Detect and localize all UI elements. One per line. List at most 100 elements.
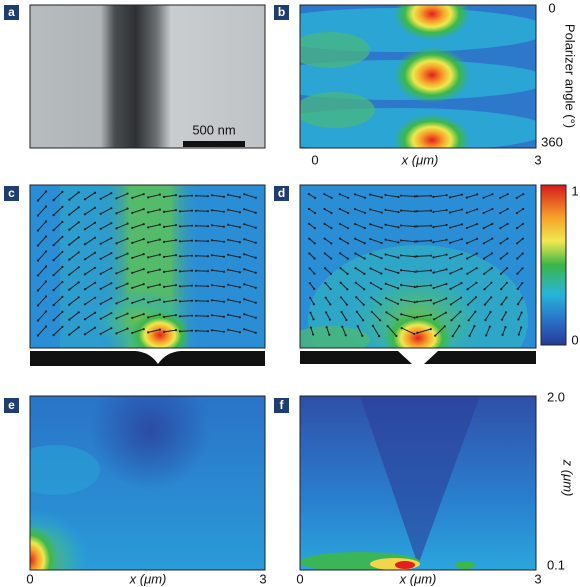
arrow-head	[369, 252, 372, 255]
arrow-head	[83, 258, 87, 261]
x-tick-label: 0	[296, 571, 303, 586]
arrow-head	[384, 193, 387, 197]
polarization-arrow	[116, 253, 128, 259]
polarization-arrow	[100, 267, 112, 275]
arrow-head	[243, 208, 246, 211]
arrow-head	[222, 225, 226, 228]
polarization-arrow	[434, 325, 446, 337]
polarization-arrow	[324, 193, 332, 199]
arrow-head	[400, 313, 403, 316]
polarization-arrow	[244, 223, 256, 229]
polarization-arrow	[325, 297, 331, 305]
arrow-head	[174, 284, 178, 287]
polarization-arrow	[244, 313, 256, 319]
polarization-arrow	[401, 313, 415, 319]
arrow-head	[254, 271, 257, 274]
arrow-head	[174, 254, 178, 257]
arrow-head	[68, 228, 71, 231]
arrow-head	[162, 300, 166, 303]
arrow-head	[238, 241, 241, 244]
arrow-head	[445, 253, 448, 256]
arrow-head	[521, 222, 525, 225]
polarization-arrow	[163, 239, 177, 243]
arrow-head	[468, 334, 471, 337]
arrow-head	[178, 330, 182, 333]
polarization-arrow	[483, 223, 493, 229]
arrow-head	[99, 332, 102, 335]
polarization-arrow	[401, 210, 415, 212]
arrow-head	[400, 298, 403, 301]
arrow-head	[68, 303, 71, 306]
polarization-arrow	[355, 267, 365, 275]
arrow-head	[354, 267, 357, 270]
arrow-head	[380, 196, 383, 199]
polarization-arrow	[211, 239, 225, 243]
polarization-arrow	[450, 268, 462, 274]
arrow-head	[328, 318, 331, 321]
polarization-arrow	[417, 299, 431, 303]
arrow-head	[238, 331, 241, 334]
arrow-head	[415, 195, 419, 198]
arrow-head	[147, 286, 150, 289]
arrow-head	[415, 255, 419, 258]
colorbar	[540, 184, 567, 346]
arrow-head	[353, 193, 357, 196]
polarization-arrow	[354, 223, 366, 229]
arrow-head	[147, 331, 150, 334]
x-axis-title: x (μm)	[129, 571, 167, 586]
polarization-arrow	[354, 193, 366, 199]
arrow-head	[68, 288, 71, 291]
arrow-head	[445, 282, 448, 286]
arrow-head	[83, 303, 87, 306]
arrow-head	[499, 242, 502, 245]
arrow-head	[330, 211, 333, 215]
arrow-head	[131, 316, 134, 319]
arrow-head	[142, 208, 145, 211]
arrow-head	[449, 241, 452, 244]
polarization-arrow	[211, 269, 225, 273]
arrow-head	[194, 314, 198, 317]
polarization-arrow	[466, 253, 478, 259]
arrow-head	[506, 193, 509, 196]
polarization-arrow	[385, 239, 399, 243]
arrow-head	[467, 319, 470, 322]
polarization-arrow	[401, 195, 415, 197]
label-box	[274, 5, 289, 20]
polarization-arrow	[325, 312, 331, 320]
arrow-head	[329, 272, 333, 275]
polarization-arrow	[467, 296, 477, 306]
arrow-head	[44, 265, 48, 268]
polarization-arrow	[339, 223, 349, 229]
arrow-head	[397, 287, 400, 290]
polarization-arrow	[310, 327, 314, 335]
polarization-arrow	[355, 296, 365, 306]
arrow-head	[460, 267, 463, 270]
arrow-head	[476, 193, 479, 196]
arrow-head	[369, 237, 372, 241]
arrow-head	[432, 241, 435, 244]
polarization-arrow	[501, 297, 507, 305]
arrow-head	[516, 287, 519, 291]
arrow-head	[330, 242, 333, 245]
arrow-head	[238, 256, 241, 259]
arrow-head	[222, 315, 226, 318]
arrow-head	[178, 255, 182, 258]
polarization-arrow	[148, 314, 160, 318]
label-box	[274, 186, 289, 201]
arrow-head	[459, 310, 462, 313]
arrow-head	[254, 226, 257, 229]
arrow-head	[460, 282, 463, 285]
arrow-head	[52, 198, 55, 202]
arrow-head	[61, 325, 64, 329]
arrow-head	[147, 301, 150, 304]
arrow-head	[131, 226, 134, 229]
arrow-head	[44, 295, 48, 298]
arrow-head	[99, 272, 102, 275]
arrow-head	[83, 288, 87, 291]
arrow-head	[52, 213, 55, 217]
panel-f: f 2.0 z (μm) 0.1 0 x (μm) 3	[274, 389, 576, 586]
polarization-arrow	[401, 254, 415, 258]
polarization-arrow	[401, 269, 415, 273]
arrow-head	[254, 196, 257, 199]
